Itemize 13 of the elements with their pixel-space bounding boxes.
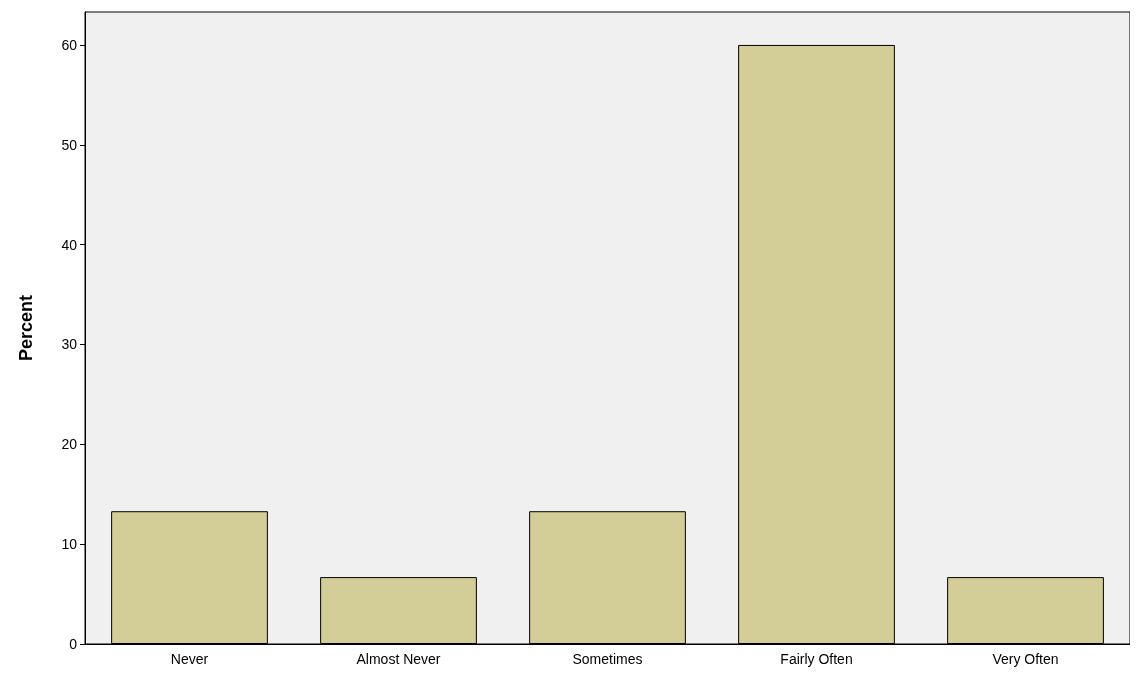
y-tick-label: 40 — [61, 236, 78, 253]
y-tick-label: 0 — [69, 636, 78, 652]
x-tick-label: Very Often — [992, 651, 1059, 667]
y-tick-label: 20 — [61, 436, 78, 453]
x-tick-label: Fairly Often — [780, 651, 853, 667]
y-tick-label: 10 — [61, 536, 78, 553]
y-tick-label: 60 — [61, 36, 78, 53]
x-tick-label: Sometimes — [572, 651, 643, 667]
y-axis-title: Percent — [16, 294, 36, 362]
x-tick-label: Never — [170, 651, 209, 667]
y-tick-label: 50 — [61, 136, 78, 153]
x-tick-label: Almost Never — [356, 651, 441, 667]
y-tick-label: 30 — [61, 336, 78, 353]
